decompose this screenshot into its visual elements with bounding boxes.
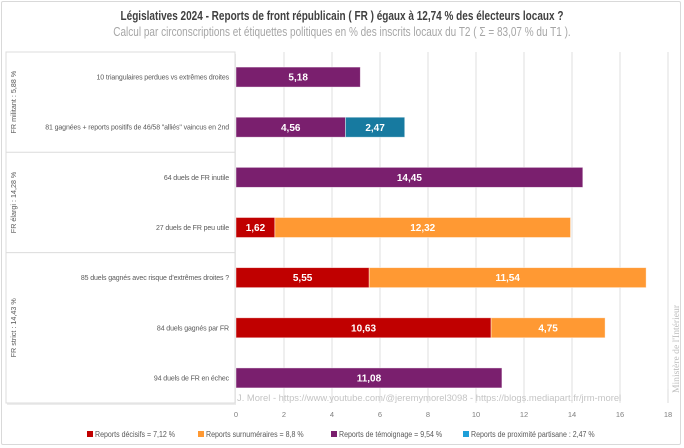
data-label: 11,54 xyxy=(495,273,520,284)
data-label: 4,56 xyxy=(281,123,301,134)
category-label: 81 gagnées + reports positifs de 46/58 "… xyxy=(45,125,229,132)
legend-item-proximite: Reports de proximité partisane : 2,47 % xyxy=(463,429,612,439)
data-label: 11,08 xyxy=(357,374,382,385)
bar-segment xyxy=(235,367,503,389)
data-label: 1,62 xyxy=(246,223,266,234)
bar-segment xyxy=(235,66,361,88)
x-tick-label: 6 xyxy=(378,410,382,419)
category-panel xyxy=(5,51,236,404)
data-label: 12,32 xyxy=(410,223,435,234)
data-label: 2,47 xyxy=(365,123,385,134)
category-label: 94 duels de FR en échec xyxy=(154,375,230,382)
bar-segment xyxy=(235,166,584,188)
legend-label: Reports décisifs = 7,12 % xyxy=(95,429,176,439)
group-label: FR militant : 5,88 % xyxy=(9,70,18,133)
x-tick-label: 0 xyxy=(234,410,238,419)
x-tick-label: 4 xyxy=(330,410,334,419)
group-label: FR strict : 14,43 % xyxy=(9,298,18,358)
x-tick-label: 16 xyxy=(616,410,624,419)
legend-swatch-proximite xyxy=(463,431,469,437)
credit-watermark: J. Morel - https://www.youtube.com/@jere… xyxy=(237,392,621,403)
category-label: 85 duels gagnés avec risque d'extrêmes d… xyxy=(81,275,229,282)
legend-item-surnumeraires: Reports surnuméraires = 8,8 % xyxy=(198,429,317,439)
legend-swatch-temoignage xyxy=(331,431,337,437)
category-label: 27 duels de FR peu utile xyxy=(156,225,229,232)
x-tick-label: 2 xyxy=(282,410,286,419)
legend-item-decisifs: Reports décisifs = 7,12 % xyxy=(87,429,186,439)
legend-item-temoignage: Reports de témoignage = 9,54 % xyxy=(331,429,456,439)
legend-label: Reports de proximité partisane : 2,47 % xyxy=(471,429,595,439)
category-label: 84 duels gagnés par FR xyxy=(157,325,229,332)
data-label: 4,75 xyxy=(538,323,558,334)
category-label: 10 triangulaires perdues vs extrêmes dro… xyxy=(97,75,230,82)
chart-subtitle: Calcul par circonscriptions et étiquette… xyxy=(113,25,571,39)
x-tick-label: 10 xyxy=(472,410,480,419)
legend-label: Reports de témoignage = 9,54 % xyxy=(339,429,443,439)
chart-title: Législatives 2024 - Reports de front rép… xyxy=(120,9,564,23)
group-label: FR élargi : 14,28 % xyxy=(9,171,18,233)
category-label: 64 duels de FR inutile xyxy=(164,175,229,182)
bar-segment xyxy=(345,116,406,138)
data-label: 10,63 xyxy=(351,323,376,334)
x-tick-label: 8 xyxy=(426,410,430,419)
x-tick-label: 18 xyxy=(664,410,672,419)
x-tick-label: 14 xyxy=(568,410,576,419)
legend-swatch-decisifs xyxy=(87,431,93,437)
data-label: 14,45 xyxy=(397,173,422,184)
data-label: 5,55 xyxy=(293,273,313,284)
legend-label: Reports surnuméraires = 8,8 % xyxy=(206,429,304,439)
data-label: 5,18 xyxy=(288,73,308,84)
bar-segment xyxy=(490,317,606,339)
x-tick-label: 12 xyxy=(520,410,528,419)
bar-segment xyxy=(368,267,647,289)
source-watermark: Ministère de l'Intérieur xyxy=(671,304,682,393)
bar-segment xyxy=(274,217,571,238)
legend-swatch-surnumeraires xyxy=(198,431,204,437)
